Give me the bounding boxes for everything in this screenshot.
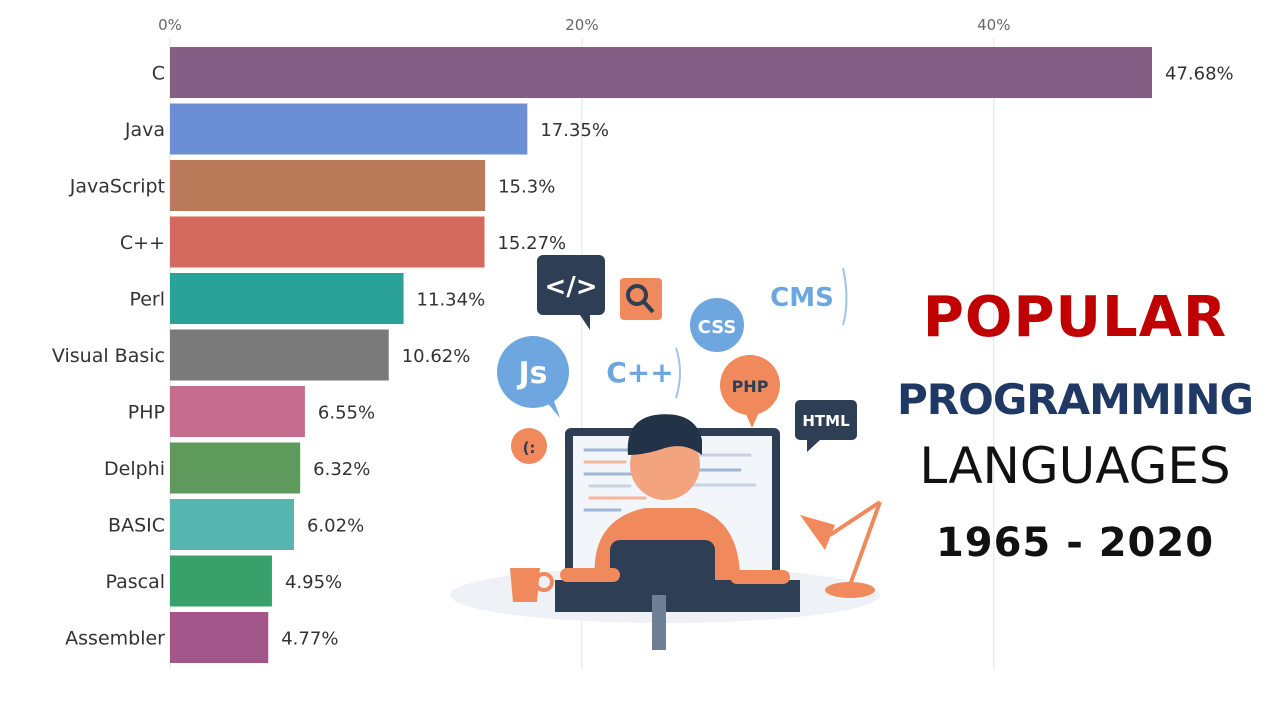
js-badge-text: Js [516, 356, 547, 391]
smiley-text: (: [523, 439, 536, 457]
cms-badge-text: CMS [770, 283, 834, 313]
value-label: 4.95% [285, 572, 342, 593]
value-label: 6.55% [318, 403, 375, 424]
code-tag-icon: </> [537, 255, 605, 330]
code-tag-text: </> [544, 272, 597, 302]
value-label: 17.35% [540, 120, 609, 141]
value-label: 15.3% [498, 177, 555, 198]
title-line-programming: PROGRAMMING [897, 375, 1254, 424]
title-line-popular: POPULAR [922, 285, 1228, 350]
mug-icon [510, 568, 540, 602]
category-label: PHP [128, 402, 165, 424]
bar-javascript [170, 160, 486, 211]
x-tick-label: 20% [565, 16, 598, 34]
html-badge-text: HTML [802, 412, 850, 430]
category-label: BASIC [108, 515, 165, 537]
php-badge-text: PHP [732, 377, 769, 396]
x-tick-label: 40% [977, 16, 1010, 34]
x-axis-ticks: 0% 20% 40% [158, 16, 1010, 34]
html-badge-icon: HTML [795, 400, 857, 452]
bar-pascal [170, 555, 272, 607]
bar-basic [170, 499, 294, 550]
bar-delphi [170, 442, 301, 494]
js-badge-icon: Js [497, 336, 569, 418]
bar-assembler [170, 612, 269, 663]
programmer-illustration: </> CSS CMS Js C++ PHP HTML (: [450, 255, 882, 650]
desk-lamp-icon [800, 500, 882, 598]
chair-stem [652, 595, 666, 650]
code-lines-icon [583, 448, 757, 512]
value-label: 10.62% [402, 346, 471, 367]
bar-c- [170, 216, 485, 268]
category-label: Pascal [105, 571, 165, 593]
value-label: 47.68% [1165, 64, 1234, 85]
category-label: Java [124, 119, 165, 141]
css-badge-text: CSS [698, 317, 737, 338]
cpp-badge-text: C++ [606, 356, 673, 389]
bar-php [170, 386, 305, 437]
category-label: Delphi [104, 458, 165, 480]
search-icon [620, 278, 662, 320]
bar-java [170, 103, 528, 155]
category-label: Visual Basic [52, 345, 165, 367]
person-hair [627, 414, 702, 455]
bars: C 47.68% Java 17.35% JavaScript 15.3% C++ 15.27… [52, 47, 1234, 663]
left-arm [560, 568, 620, 582]
title-line-years: 1965 - 2020 [935, 520, 1215, 566]
value-label: 6.02% [307, 516, 364, 537]
value-label: 11.34% [417, 290, 486, 311]
category-label: C++ [120, 232, 165, 254]
category-label: Assembler [65, 628, 165, 650]
value-label: 6.32% [313, 459, 370, 480]
bar-visual-basic [170, 329, 389, 381]
chair [610, 540, 715, 600]
right-arm [730, 570, 790, 584]
smiley-icon: (: [511, 428, 547, 464]
bar-perl [170, 273, 404, 324]
x-tick-label: 0% [158, 16, 182, 34]
title-line-languages: LANGUAGES [919, 437, 1231, 495]
cms-badge-icon: CMS [770, 267, 848, 326]
bar-c [170, 47, 1152, 98]
php-badge-icon: PHP [720, 355, 780, 428]
category-label: Perl [129, 289, 165, 311]
css-badge-icon: CSS [690, 298, 744, 352]
category-label: JavaScript [69, 176, 165, 198]
value-label: 15.27% [497, 233, 566, 254]
category-label: C [152, 63, 165, 85]
value-label: 4.77% [281, 629, 338, 650]
cpp-badge-icon: C++ [606, 347, 681, 399]
